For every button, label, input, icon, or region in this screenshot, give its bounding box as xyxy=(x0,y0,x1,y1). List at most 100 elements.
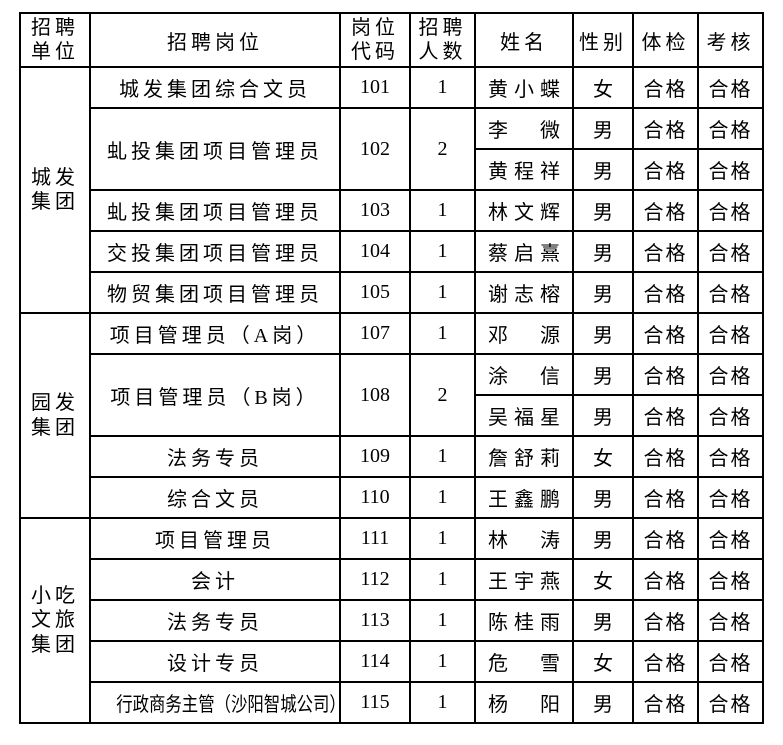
physical-cell: 合格 xyxy=(632,66,699,109)
unit-cell: 城发 集团 xyxy=(19,66,91,314)
count-cell: 1 xyxy=(409,230,476,273)
table-row: 物贸集团项目管理员 105 1 谢志榕 男 合格 合格 xyxy=(20,271,764,314)
table-row: 吴福星 男 合格 合格 xyxy=(20,394,764,437)
assessment-cell: 合格 xyxy=(697,476,764,519)
unit-cell: 小吃 文旅 集团 xyxy=(19,517,91,724)
header-name: 姓名 xyxy=(474,12,574,68)
gender-cell: 男 xyxy=(572,312,634,355)
gender-cell: 男 xyxy=(572,599,634,642)
position-cell: 综合文员 xyxy=(89,476,341,519)
assessment-cell: 合格 xyxy=(697,66,764,109)
physical-cell: 合格 xyxy=(632,681,699,724)
position-cell: 城发集团综合文员 xyxy=(89,66,341,109)
gender-cell: 男 xyxy=(572,107,634,150)
gender-cell: 女 xyxy=(572,435,634,478)
physical-cell: 合格 xyxy=(632,353,699,396)
candidate-name: 谢志榕 xyxy=(488,284,560,306)
assessment-cell: 合格 xyxy=(697,230,764,273)
assessment-cell: 合格 xyxy=(697,271,764,314)
position-cell: 物贸集团项目管理员 xyxy=(89,271,341,314)
physical-cell: 合格 xyxy=(632,435,699,478)
code-cell: 110 xyxy=(339,476,411,519)
table-row: 设计专员 114 1 危雪 女 合格 合格 xyxy=(20,640,764,683)
name-cell: 危雪 xyxy=(474,640,574,683)
assessment-cell: 合格 xyxy=(697,394,764,437)
unit-cell: 园发 集团 xyxy=(19,312,91,519)
physical-cell: 合格 xyxy=(632,558,699,601)
table-row: 城发 集团 城发集团综合文员 101 1 黄小蝶 女 合格 合格 xyxy=(19,66,764,314)
code-cell: 104 xyxy=(339,230,411,273)
header-gender: 性别 xyxy=(572,12,634,68)
table-row: 项目管理员（B岗） 108 2 涂信 男 合格 合格 xyxy=(20,353,764,437)
count-cell: 1 xyxy=(409,312,476,355)
physical-cell: 合格 xyxy=(632,107,699,150)
header-unit: 招聘 单位 xyxy=(19,12,91,68)
assessment-cell: 合格 xyxy=(697,558,764,601)
candidate-name: 邓源 xyxy=(488,325,560,347)
position-cell: 行政商务主管（沙阳智城公司） xyxy=(89,681,346,724)
position-cell: 交投集团项目管理员 xyxy=(89,230,341,273)
physical-cell: 合格 xyxy=(632,476,699,519)
code-cell: 113 xyxy=(339,599,411,642)
assessment-cell: 合格 xyxy=(697,107,764,150)
assessment-cell: 合格 xyxy=(697,640,764,683)
table-row: 黄程祥 男 合格 合格 xyxy=(20,148,764,191)
gender-cell: 女 xyxy=(572,66,634,109)
gender-cell: 女 xyxy=(572,640,634,683)
candidate-name: 林涛 xyxy=(488,530,560,552)
candidate-name: 林文辉 xyxy=(488,202,560,224)
assessment-cell: 合格 xyxy=(697,312,764,355)
header-row: 招聘 单位 招聘岗位 岗位 代码 招聘 人数 姓名 性别 体检 考核 xyxy=(19,12,764,68)
candidate-name: 黄小蝶 xyxy=(488,79,560,101)
physical-cell: 合格 xyxy=(632,189,699,232)
count-cell: 1 xyxy=(409,435,476,478)
physical-cell: 合格 xyxy=(632,599,699,642)
gender-cell: 男 xyxy=(572,681,634,724)
gender-cell: 男 xyxy=(572,230,634,273)
count-cell: 2 xyxy=(409,107,476,191)
assessment-cell: 合格 xyxy=(697,599,764,642)
table-row: 虬投集团项目管理员 103 1 林文辉 男 合格 合格 xyxy=(20,189,764,232)
table-row: 交投集团项目管理员 104 1 蔡启熹 男 合格 合格 xyxy=(20,230,764,273)
assessment-cell: 合格 xyxy=(697,681,764,724)
code-cell: 112 xyxy=(339,558,411,601)
header-physical: 体检 xyxy=(632,12,699,68)
position-cell: 法务专员 xyxy=(89,435,341,478)
code-cell: 114 xyxy=(339,640,411,683)
table-row: 会计 112 1 王宇燕 女 合格 合格 xyxy=(20,558,764,601)
header-code: 岗位 代码 xyxy=(339,12,411,68)
table-row: 行政商务主管（沙阳智城公司） 115 1 杨阳 男 合格 合格 xyxy=(20,681,764,724)
position-cell: 会计 xyxy=(89,558,341,601)
candidate-name: 涂信 xyxy=(488,366,560,388)
position-cell: 项目管理员（B岗） xyxy=(89,353,341,437)
name-cell: 陈桂雨 xyxy=(474,599,574,642)
physical-cell: 合格 xyxy=(632,640,699,683)
code-cell: 103 xyxy=(339,189,411,232)
table-row: 虬投集团项目管理员 102 2 李微 男 合格 合格 xyxy=(20,107,764,191)
physical-cell: 合格 xyxy=(632,148,699,191)
table-row: 小吃 文旅 集团 项目管理员 111 1 林涛 男 合格 合格 xyxy=(19,517,764,724)
header-assessment: 考核 xyxy=(697,12,764,68)
count-cell: 2 xyxy=(409,353,476,437)
candidate-name: 李微 xyxy=(488,120,560,142)
assessment-cell: 合格 xyxy=(697,435,764,478)
physical-cell: 合格 xyxy=(632,312,699,355)
physical-cell: 合格 xyxy=(632,230,699,273)
name-cell: 林涛 xyxy=(474,517,574,560)
candidate-name: 黄程祥 xyxy=(488,161,560,183)
count-cell: 1 xyxy=(409,517,476,560)
gender-cell: 男 xyxy=(572,271,634,314)
count-cell: 1 xyxy=(409,271,476,314)
gender-cell: 男 xyxy=(572,517,634,560)
code-cell: 108 xyxy=(339,353,411,437)
position-cell: 项目管理员（A岗） xyxy=(89,312,341,355)
name-cell: 邓源 xyxy=(474,312,574,355)
count-cell: 1 xyxy=(409,476,476,519)
candidate-name: 杨阳 xyxy=(488,694,560,716)
candidate-name: 危雪 xyxy=(488,653,560,675)
name-cell: 王鑫鹏 xyxy=(474,476,574,519)
name-cell: 涂信 xyxy=(474,353,574,396)
name-cell: 杨阳 xyxy=(474,681,574,724)
candidate-name: 王宇燕 xyxy=(488,571,560,593)
